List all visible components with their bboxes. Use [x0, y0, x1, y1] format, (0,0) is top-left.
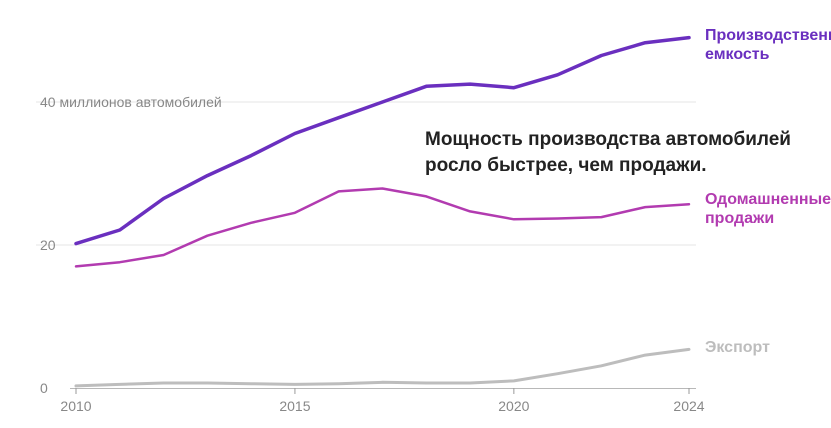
- y-tick-label: 20: [40, 237, 56, 253]
- x-axis: 2010 2015 2020 2024: [60, 388, 705, 414]
- series-label-0: Производственная: [705, 27, 831, 44]
- series-line-2: [74, 347, 691, 388]
- x-tick-label: 2015: [279, 398, 310, 414]
- x-tick-label: 2010: [60, 398, 91, 414]
- series-label-1: Одомашненные: [705, 191, 831, 208]
- series-labels: Производственная емкость Одомашненные прода…: [705, 27, 831, 356]
- annotation-line-1: Мощность производства автомобилей: [425, 129, 791, 150]
- series-lines: [74, 35, 691, 388]
- x-tick-label: 2024: [673, 398, 704, 414]
- series-line-0: [74, 35, 691, 246]
- gridlines: [36, 101, 696, 246]
- series-line-1: [74, 187, 691, 268]
- series-label-2: Экспорт: [705, 339, 770, 356]
- series-label-0-line-2: емкость: [705, 46, 770, 63]
- y-tick-label: 40 миллионов автомобилей: [40, 94, 222, 110]
- chart-annotation: Мощность производства автомобилей росло …: [425, 129, 791, 176]
- annotation-line-2: росло быстрее, чем продажи.: [425, 155, 707, 176]
- x-tick-label: 2020: [498, 398, 529, 414]
- y-tick-label: 0: [40, 380, 48, 396]
- y-axis-tick-labels: 0 20 40 миллионов автомобилей: [40, 94, 222, 396]
- series-label-1-line-2: продажи: [705, 210, 774, 227]
